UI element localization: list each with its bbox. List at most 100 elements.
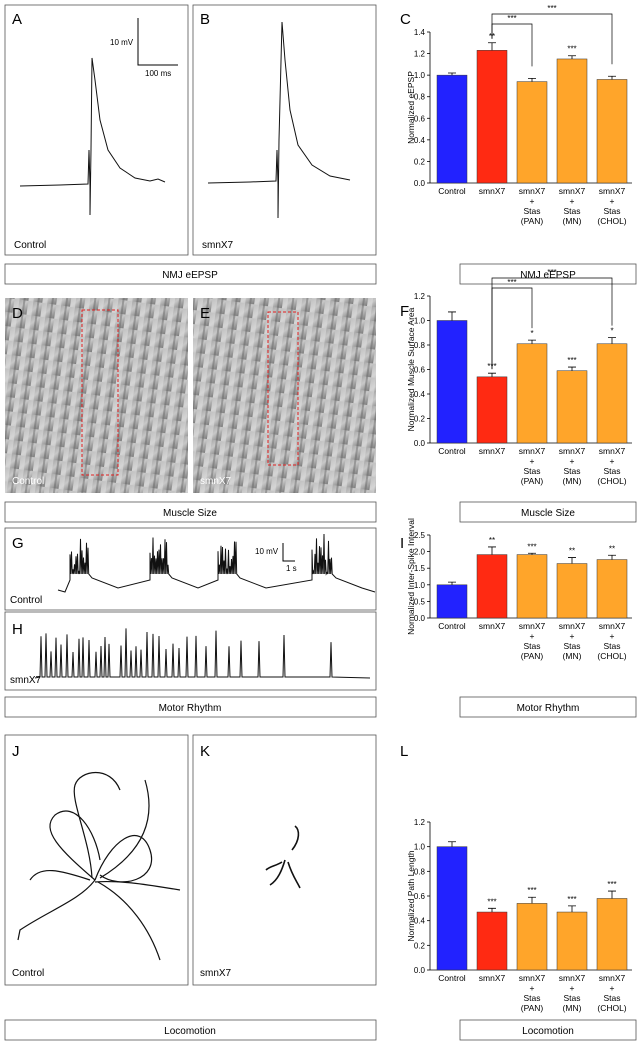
panel-box — [192, 734, 377, 986]
error-bar — [568, 55, 576, 59]
significance: *** — [607, 880, 616, 889]
bar — [476, 376, 508, 444]
y-tick-label: 0.2 — [414, 415, 426, 424]
y-tick-label: 0.0 — [414, 439, 426, 448]
scale-bar — [282, 543, 295, 562]
bar — [556, 58, 588, 184]
significance: ** — [489, 536, 495, 545]
y-tick-label: 0.6 — [414, 892, 426, 901]
y-axis-label: Normalized Muscle Surface Area — [406, 307, 416, 431]
y-axis-label: Normalized Inter-Spike Interval — [406, 518, 416, 635]
x-tick-label: smnX7 + Stas (PAN) — [519, 186, 546, 226]
x-tick-label: smnX7 + Stas (PAN) — [519, 621, 546, 661]
caption: Locomotion — [164, 1026, 216, 1037]
panel-letter: G — [12, 535, 24, 552]
caption: Motor Rhythm — [517, 703, 580, 714]
bar — [556, 370, 588, 444]
panel-box — [4, 4, 189, 256]
bracket-label: *** — [547, 4, 556, 13]
condition-label: smnX7 — [10, 675, 42, 686]
panel-letter: H — [12, 621, 23, 638]
y-tick-label: 0.4 — [414, 390, 426, 399]
y-tick-label: 1.5 — [414, 564, 426, 573]
condition-label: Control — [12, 476, 44, 487]
bar — [596, 79, 628, 184]
panel-letter: L — [400, 743, 408, 760]
y-tick-label: 0.0 — [414, 966, 426, 975]
bar — [516, 81, 548, 184]
roi — [81, 309, 119, 476]
bracket — [491, 13, 613, 65]
y-tick-label: 1.0 — [414, 71, 426, 80]
bar — [516, 903, 548, 971]
scale-label: 10 mV — [255, 547, 279, 556]
scale-bar — [137, 18, 178, 66]
error-bar — [528, 552, 536, 555]
x-tick-label: smnX7 — [479, 621, 506, 631]
significance: *** — [567, 356, 576, 365]
panel-letter: B — [200, 11, 210, 28]
roi — [267, 311, 299, 466]
bar — [556, 911, 588, 971]
y-tick-label: 0.8 — [414, 341, 426, 350]
bracket-label: *** — [507, 14, 516, 23]
scale-label: 1 s — [286, 564, 297, 573]
bar — [596, 898, 628, 971]
condition-label: smnX7 — [200, 476, 232, 487]
caption: Muscle Size — [521, 508, 575, 519]
error-bar — [528, 77, 536, 82]
bracket — [491, 277, 613, 370]
y-tick-label: 2.5 — [414, 531, 426, 540]
y-axis-label: Normalized Path Length — [406, 850, 416, 941]
caption-box — [4, 696, 377, 718]
significance: * — [530, 329, 533, 338]
error-bar — [488, 372, 496, 377]
x-tick-label: smnX7 + Stas (MN) — [559, 186, 586, 226]
bar — [476, 50, 508, 184]
y-tick-label: 0.8 — [414, 93, 426, 102]
error-bar — [448, 581, 456, 585]
bar — [436, 584, 468, 619]
y-axis-label: Normalized eEPSP — [406, 71, 416, 144]
panel-letter: D — [12, 305, 23, 322]
tracks — [265, 825, 301, 889]
y-tick-label: 0.0 — [414, 179, 426, 188]
error-bar — [528, 339, 536, 344]
condition-label: Control — [12, 968, 44, 979]
panel-box — [4, 527, 377, 611]
panel-letter: A — [12, 11, 22, 28]
y-tick-label: 0.6 — [414, 114, 426, 123]
y-tick-label: 1.0 — [414, 843, 426, 852]
condition-label: Control — [10, 595, 42, 606]
caption: NMJ eEPSP — [162, 270, 218, 281]
x-tick-label: smnX7 + Stas (PAN) — [519, 446, 546, 486]
error-bar — [608, 75, 616, 80]
caption-box — [459, 696, 637, 718]
x-tick-label: smnX7 + Stas (MN) — [559, 446, 586, 486]
x-tick-label: smnX7 + Stas (PAN) — [519, 973, 546, 1013]
x-tick-label: smnX7 + Stas (CHOL) — [597, 446, 626, 486]
panel-box — [4, 611, 377, 691]
caption-box — [4, 263, 377, 285]
y-tick-label: 1.2 — [414, 50, 426, 59]
bracket-label: *** — [507, 278, 516, 287]
caption-box — [4, 501, 377, 523]
x-tick-label: smnX7 — [479, 446, 506, 456]
x-tick-label: smnX7 + Stas (CHOL) — [597, 621, 626, 661]
x-tick-label: Control — [438, 621, 466, 631]
trace — [19, 57, 166, 216]
panel-letter: J — [12, 743, 20, 760]
caption-box — [459, 263, 637, 285]
bar — [436, 74, 468, 184]
bracket-label: *** — [547, 268, 556, 277]
y-tick-label: 1.2 — [414, 292, 426, 301]
panel-letter: I — [400, 535, 404, 552]
bar — [516, 343, 548, 444]
x-tick-label: smnX7 — [479, 973, 506, 983]
caption: Motor Rhythm — [159, 703, 222, 714]
significance: *** — [567, 45, 576, 54]
significance: *** — [527, 542, 536, 551]
trace — [207, 21, 351, 219]
x-tick-label: smnX7 + Stas (CHOL) — [597, 973, 626, 1013]
caption: NMJ eEPSP — [520, 270, 576, 281]
